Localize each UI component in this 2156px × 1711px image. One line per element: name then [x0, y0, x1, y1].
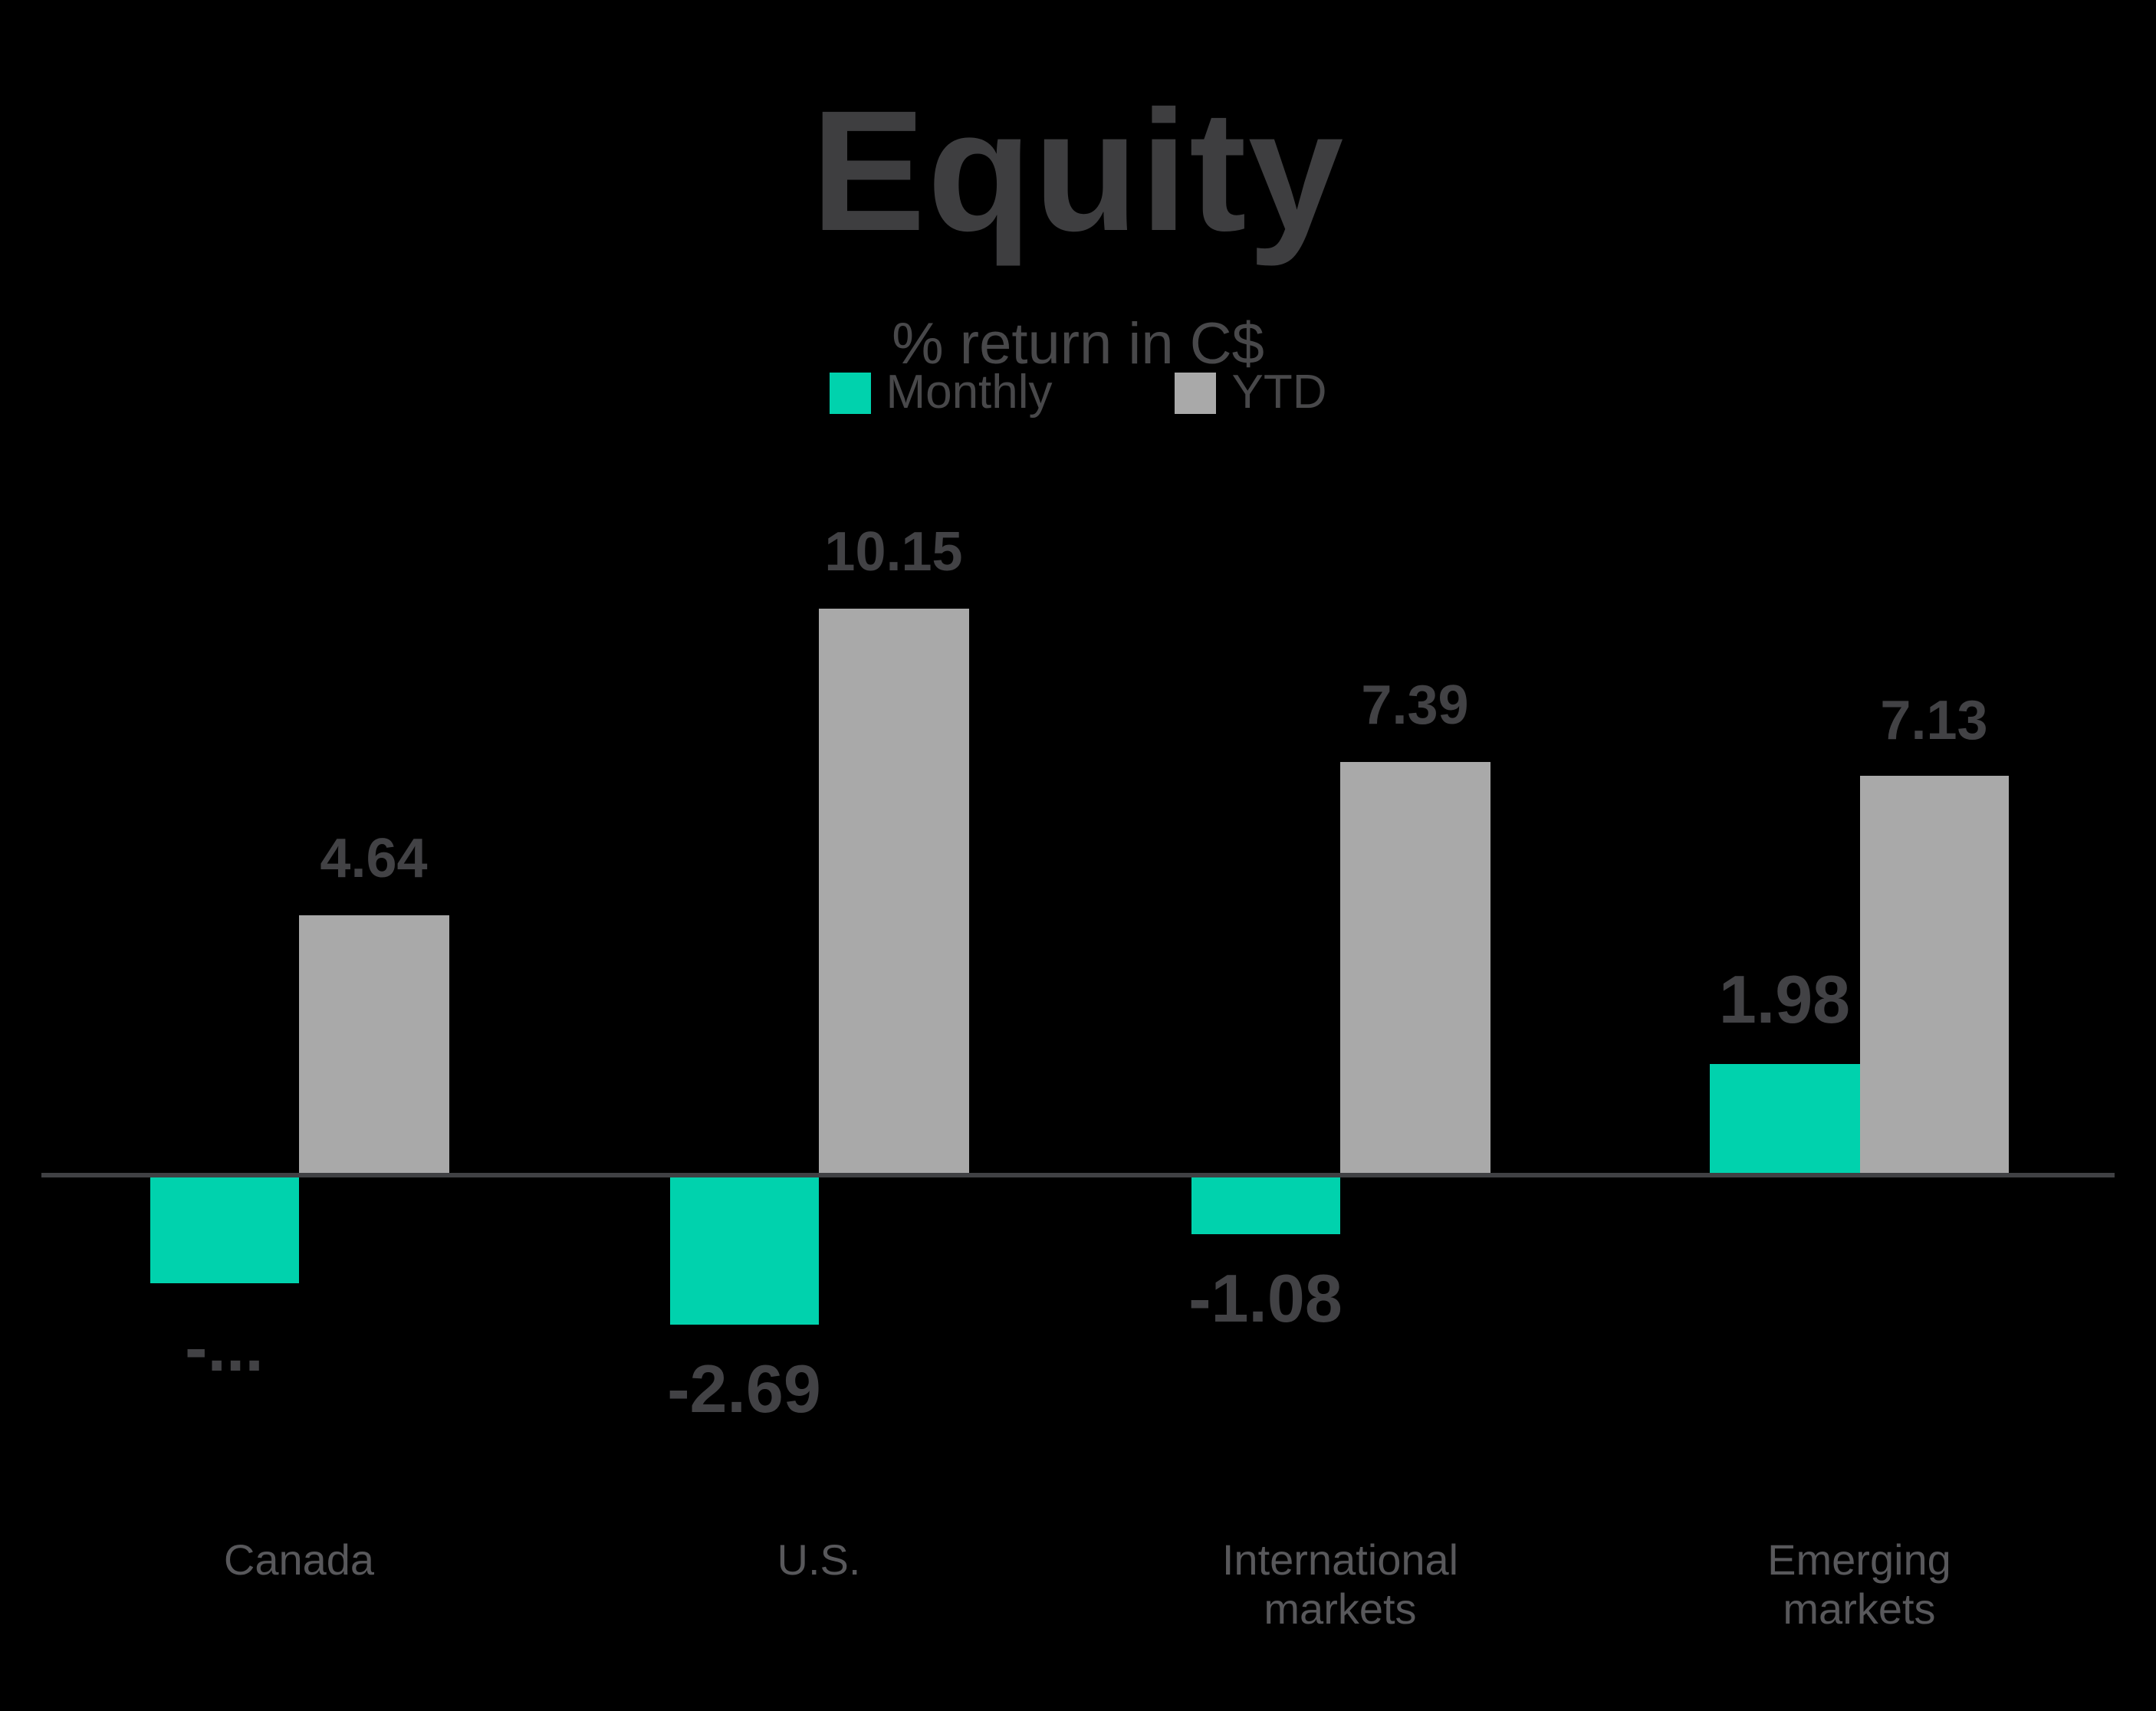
value-label-ytd-emerging-markets: 7.13	[1880, 688, 1988, 751]
legend-label: Monthly	[886, 365, 1053, 419]
bar-ytd-emerging-markets	[1859, 776, 2009, 1174]
bar-ytd-international-markets	[1340, 762, 1490, 1174]
bar-monthly-international-markets	[1191, 1174, 1340, 1235]
category-label-international-markets: International markets	[1221, 1536, 1459, 1633]
value-label-monthly-canada: -...	[185, 1310, 264, 1386]
value-label-monthly-u-s: -2.69	[667, 1351, 821, 1427]
value-label-ytd-u-s: 10.15	[824, 519, 963, 583]
bar-monthly-canada	[150, 1174, 299, 1283]
category-label-u-s: U.S.	[777, 1536, 861, 1584]
bar-ytd-u-s	[819, 608, 968, 1174]
monthly-legend-swatch	[829, 372, 871, 413]
legend-item-ytd: YTD	[1175, 365, 1327, 420]
ytd-legend-swatch	[1175, 372, 1217, 413]
legend-label: YTD	[1231, 365, 1327, 419]
value-label-monthly-international-markets: -1.08	[1188, 1262, 1343, 1338]
x-axis-line	[41, 1172, 2115, 1177]
category-label-emerging-markets: Emerging markets	[1767, 1536, 1951, 1633]
category-label-canada: Canada	[223, 1536, 375, 1584]
value-label-monthly-emerging-markets: 1.98	[1718, 962, 1851, 1038]
bar-monthly-emerging-markets	[1710, 1063, 1859, 1174]
value-label-ytd-canada: 4.64	[320, 826, 428, 890]
chart-subtitle: % return in C$	[892, 313, 1264, 377]
legend: Monthly YTD	[0, 362, 2156, 423]
value-label-ytd-international-markets: 7.39	[1361, 673, 1469, 737]
bar-monthly-u-s	[669, 1174, 819, 1325]
bar-ytd-canada	[299, 915, 449, 1174]
legend-item-monthly: Monthly	[829, 365, 1053, 420]
chart-title: Equity	[810, 75, 1346, 267]
